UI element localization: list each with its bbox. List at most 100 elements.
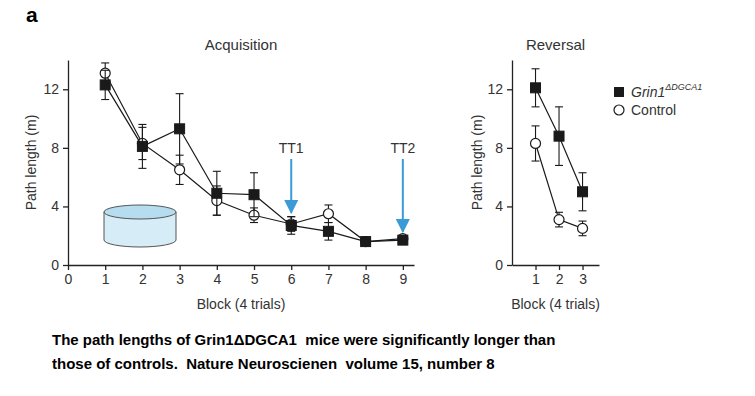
annotation-arrow <box>290 159 292 213</box>
error-bar-cap <box>287 234 295 235</box>
x-tick-mark <box>328 265 329 270</box>
series-line <box>105 73 403 241</box>
caption-line: The path lengths of Grin1ΔDGCA1 mice wer… <box>52 331 555 348</box>
y-tick: 0 <box>495 257 512 273</box>
error-bar-cap <box>555 226 563 227</box>
point <box>531 138 541 148</box>
x-tick-label: 1 <box>102 271 110 287</box>
annotation-label: TT2 <box>390 140 415 156</box>
chart-title: Reversal <box>526 36 585 53</box>
error-bar-cap <box>213 215 221 216</box>
x-axis-title: Block (4 trials) <box>511 296 600 312</box>
error-bar-cap <box>138 124 146 125</box>
x-axis-line <box>69 265 415 266</box>
point <box>361 237 371 247</box>
panel-label: a <box>26 3 38 26</box>
x-tick-mark <box>582 265 583 270</box>
error-bar-cap <box>287 216 295 217</box>
x-tick-label: 7 <box>325 271 333 287</box>
error-bar <box>399 236 407 245</box>
icon-top <box>104 205 176 219</box>
error-bar-cap <box>555 106 563 107</box>
error-bar-cap <box>213 215 221 216</box>
point <box>323 209 333 219</box>
y-tick-mark <box>507 206 512 207</box>
y-axis: 04812 <box>487 61 512 273</box>
error-bar <box>324 205 332 223</box>
error-bar-cap <box>324 204 332 205</box>
error-bar-cap <box>579 172 587 173</box>
error-bar-cap <box>324 222 332 223</box>
y-tick-label: 12 <box>487 81 503 97</box>
error-bar-cap <box>555 212 563 213</box>
point <box>361 237 371 247</box>
point <box>578 187 588 197</box>
x-tick: 3 <box>176 265 184 287</box>
y-tick: 12 <box>487 81 512 97</box>
y-tick-mark <box>63 148 68 149</box>
x-tick: 1 <box>102 265 110 287</box>
y-tick-label: 12 <box>43 81 59 97</box>
caption-line: those of controls. Nature Neuroscienen v… <box>52 355 495 372</box>
point <box>175 124 185 134</box>
x-tick-mark <box>254 265 255 270</box>
error-bar-cap <box>138 168 146 169</box>
error-bar <box>138 124 146 168</box>
y-tick-mark <box>507 89 512 90</box>
y-tick-label: 8 <box>495 140 503 156</box>
x-tick-label: 6 <box>288 271 296 287</box>
plot-area <box>531 69 588 236</box>
y-tick: 8 <box>495 140 512 156</box>
x-axis: 0123456789 <box>65 265 415 287</box>
point <box>531 83 541 93</box>
error-bar <box>532 126 540 161</box>
error-bar-cap <box>324 240 332 241</box>
legend-marker <box>614 87 624 97</box>
x-tick-label: 0 <box>65 271 73 287</box>
annotation-label: TT1 <box>279 140 304 156</box>
error-bar-cap <box>250 216 258 217</box>
error-bar-cap <box>532 68 540 69</box>
x-tick: 9 <box>399 265 407 287</box>
y-axis: 04812 <box>43 61 68 273</box>
point <box>286 220 296 230</box>
error-bar-cap <box>532 106 540 107</box>
error-bar-cap <box>532 125 540 126</box>
error-bar-cap <box>287 216 295 217</box>
x-tick: 6 <box>288 265 296 287</box>
error-bar <box>532 69 540 107</box>
point <box>554 215 564 225</box>
error-bar-cap <box>213 171 221 172</box>
y-tick-mark <box>63 265 68 266</box>
annotation-arrow <box>402 159 404 232</box>
x-tick: 4 <box>213 265 221 287</box>
x-tick: 7 <box>325 265 333 287</box>
error-bar-cap <box>101 99 109 100</box>
error-bar-cap <box>579 210 587 211</box>
error-bar <box>101 70 109 99</box>
error-bar <box>213 171 221 215</box>
series <box>100 63 408 247</box>
point <box>100 80 110 90</box>
water-maze-icon <box>104 205 176 247</box>
error-bar-cap <box>250 222 258 223</box>
error-bar-cap <box>176 184 184 185</box>
y-tick-label: 0 <box>51 257 59 273</box>
x-tick-mark <box>403 265 404 270</box>
x-tick-label: 2 <box>556 271 564 287</box>
point <box>323 226 333 236</box>
x-tick-label: 5 <box>251 271 259 287</box>
x-tick: 2 <box>556 265 564 287</box>
y-tick: 8 <box>51 140 68 156</box>
y-tick-label: 8 <box>51 140 59 156</box>
x-tick-label: 3 <box>579 271 587 287</box>
x-tick-mark <box>559 265 560 270</box>
y-axis-title: Path length (m) <box>469 115 485 211</box>
plot-area <box>100 63 408 247</box>
caption: The path lengths of Grin1ΔDGCA1 mice wer… <box>52 331 555 372</box>
error-bar <box>287 217 295 235</box>
x-tick-label: 2 <box>139 271 147 287</box>
error-bar-cap <box>176 93 184 94</box>
error-bar-cap <box>250 172 258 173</box>
error-bar-cap <box>532 160 540 161</box>
